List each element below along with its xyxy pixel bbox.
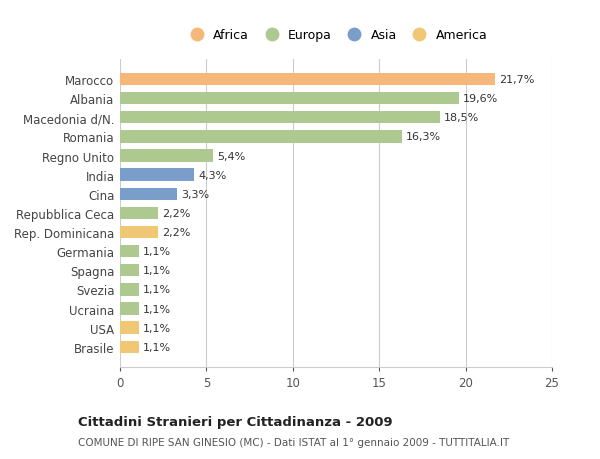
Text: 2,2%: 2,2% xyxy=(163,228,191,237)
Legend: Africa, Europa, Asia, America: Africa, Europa, Asia, America xyxy=(185,29,487,42)
Bar xyxy=(120,264,139,277)
Bar xyxy=(120,131,401,143)
Bar xyxy=(120,284,139,296)
Text: Cittadini Stranieri per Cittadinanza - 2009: Cittadini Stranieri per Cittadinanza - 2… xyxy=(78,415,392,428)
Text: 2,2%: 2,2% xyxy=(163,208,191,218)
Text: 18,5%: 18,5% xyxy=(444,113,479,123)
Bar xyxy=(120,226,158,239)
Bar xyxy=(120,341,139,353)
Text: 19,6%: 19,6% xyxy=(463,94,498,104)
Bar xyxy=(120,150,214,162)
Bar xyxy=(120,302,139,315)
Text: 16,3%: 16,3% xyxy=(406,132,441,142)
Bar xyxy=(120,246,139,258)
Text: 21,7%: 21,7% xyxy=(499,75,535,85)
Bar xyxy=(120,112,440,124)
Text: 1,1%: 1,1% xyxy=(143,266,172,276)
Bar xyxy=(120,93,458,105)
Text: 4,3%: 4,3% xyxy=(199,170,227,180)
Bar xyxy=(120,73,495,86)
Text: 1,1%: 1,1% xyxy=(143,323,172,333)
Bar xyxy=(120,322,139,334)
Text: 5,4%: 5,4% xyxy=(218,151,246,161)
Bar xyxy=(120,207,158,220)
Text: 3,3%: 3,3% xyxy=(181,190,209,199)
Text: 1,1%: 1,1% xyxy=(143,304,172,314)
Text: 1,1%: 1,1% xyxy=(143,285,172,295)
Text: 1,1%: 1,1% xyxy=(143,342,172,352)
Bar xyxy=(120,169,194,181)
Text: 1,1%: 1,1% xyxy=(143,246,172,257)
Bar xyxy=(120,188,177,201)
Text: COMUNE DI RIPE SAN GINESIO (MC) - Dati ISTAT al 1° gennaio 2009 - TUTTITALIA.IT: COMUNE DI RIPE SAN GINESIO (MC) - Dati I… xyxy=(78,437,509,447)
